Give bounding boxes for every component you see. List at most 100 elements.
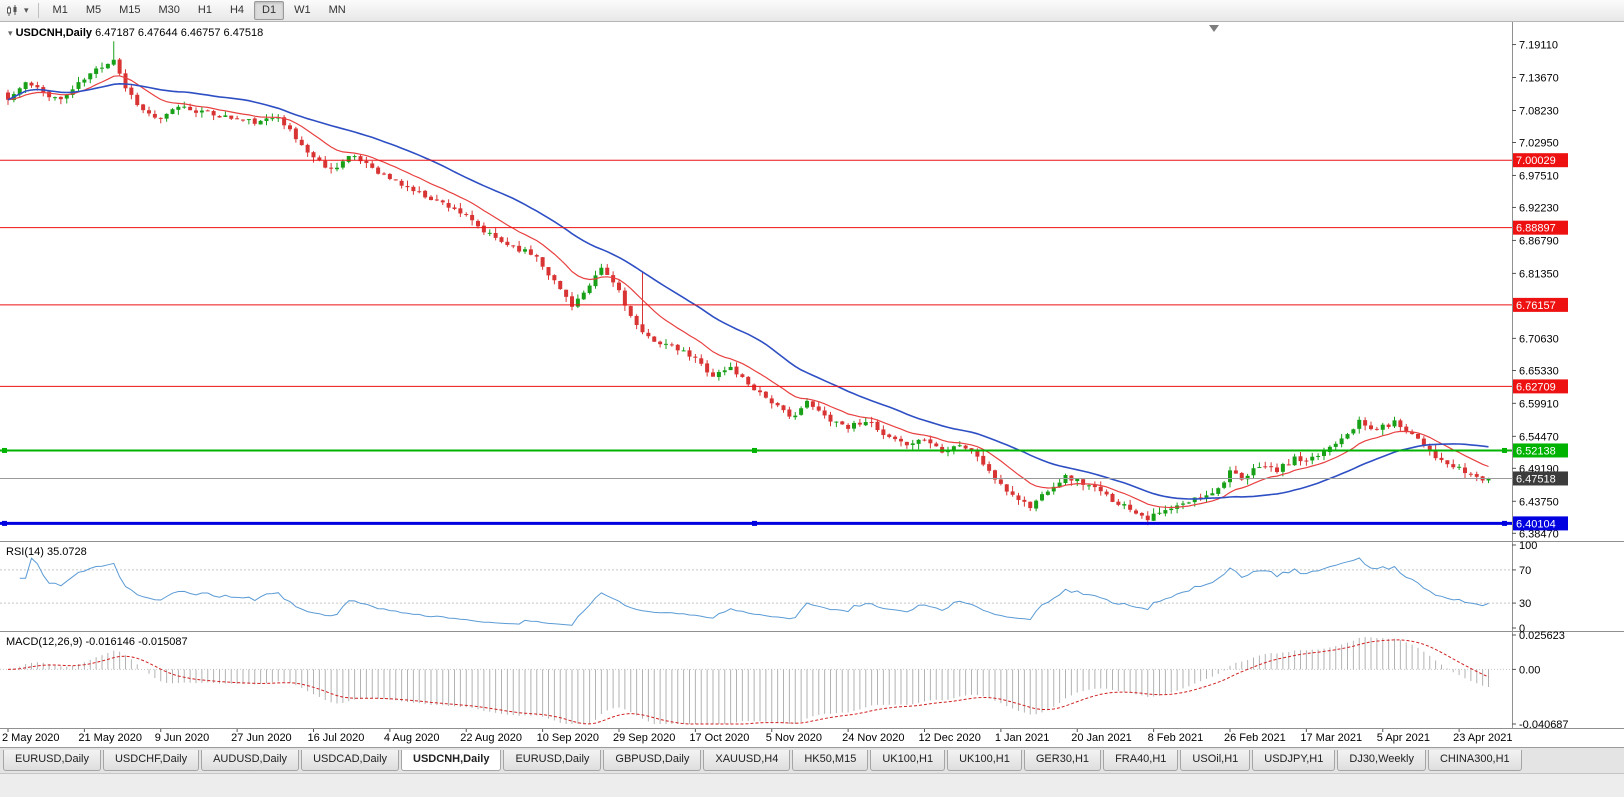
candle-body	[305, 144, 310, 153]
timeframe-button-m5[interactable]: M5	[85, 4, 102, 16]
tab-fra40-h1[interactable]: FRA40,H1	[1103, 750, 1179, 771]
candle-body	[94, 68, 99, 74]
candle-body	[1092, 485, 1097, 488]
hline-handle[interactable]	[1502, 520, 1507, 526]
hline-handle[interactable]	[752, 520, 757, 526]
tab-xauusd-h4[interactable]: XAUUSD,H4	[703, 750, 791, 771]
candle-body	[417, 191, 422, 193]
candle-body	[693, 356, 698, 358]
candle-body	[922, 439, 927, 441]
date-label: 5 Nov 2020	[766, 732, 822, 744]
candle-body	[164, 113, 169, 119]
rsi-axis-label: 100	[1519, 540, 1537, 552]
tab-usoil-h1[interactable]: USOil,H1	[1180, 750, 1251, 771]
timeframe-button-m30[interactable]: M30	[158, 4, 180, 16]
macd-signal-line	[7, 639, 1489, 725]
tab-ger30-h1[interactable]: GER30,H1	[1023, 750, 1102, 771]
candle-body	[1286, 464, 1291, 466]
candle-body	[558, 281, 563, 290]
timeframe-button-h4[interactable]: H4	[229, 4, 245, 16]
tab-dj30-weekly[interactable]: DJ30,Weekly	[1337, 750, 1426, 771]
candle-body	[1163, 510, 1168, 514]
candle-body	[17, 88, 22, 95]
candle-body	[893, 436, 898, 440]
candle-body	[1257, 467, 1262, 469]
candle-body	[1239, 472, 1244, 480]
timeframe-button-d1[interactable]: D1	[254, 1, 285, 20]
candle-body	[1322, 451, 1326, 456]
candle-body	[928, 439, 933, 444]
chart-shift-marker[interactable]	[1209, 25, 1219, 32]
candle-body	[423, 190, 428, 198]
tab-eurusd-daily[interactable]: EURUSD,Daily	[503, 750, 602, 771]
candle-body	[575, 298, 580, 307]
candle-body	[1416, 434, 1420, 439]
candle-body	[699, 358, 704, 364]
candle-body	[1463, 467, 1467, 474]
candle-body	[599, 267, 604, 275]
candle-body	[734, 366, 739, 375]
candle-body	[716, 372, 721, 378]
candle-body	[1169, 508, 1174, 511]
price-axis-label: 6.38470	[1519, 528, 1559, 540]
candle-body	[722, 370, 727, 373]
macd-axis-label: 0.00	[1519, 664, 1540, 676]
chart-canvas[interactable]: 7.19110 7.13670 7.08230 7.02950 6.97510 6.922…	[0, 22, 1624, 747]
date-label: 5 Apr 2021	[1377, 732, 1430, 744]
candle-body	[64, 94, 69, 99]
price-axis-label: 7.19110	[1519, 40, 1558, 52]
candle-body	[1151, 513, 1156, 521]
candle-body	[135, 94, 140, 106]
hline-badge-label: 6.76157	[1516, 300, 1556, 312]
hline-handle[interactable]	[2, 520, 7, 526]
candle-body	[1486, 478, 1491, 481]
hline-handle[interactable]	[2, 447, 7, 453]
candle-body	[534, 255, 539, 257]
candle-body	[828, 414, 833, 422]
candle-body	[1404, 426, 1409, 432]
tab-uk100-h1[interactable]: UK100,H1	[947, 750, 1022, 771]
candle-body	[881, 429, 886, 436]
tab-uk100-h1[interactable]: UK100,H1	[870, 750, 946, 771]
timeframe-button-m15[interactable]: M15	[119, 4, 141, 16]
hline-handle[interactable]	[1502, 447, 1507, 453]
candle-body	[1339, 438, 1344, 445]
tab-audusd-daily[interactable]: AUDUSD,Daily	[201, 750, 300, 771]
timeframe-button-mn[interactable]: MN	[328, 4, 346, 16]
tab-usdchf-daily[interactable]: USDCHF,Daily	[102, 750, 200, 771]
candle-body	[129, 87, 134, 95]
date-label: 24 Nov 2020	[842, 732, 904, 744]
candle-body	[540, 257, 545, 267]
candle-body	[805, 400, 809, 408]
tab-usdcnh-daily[interactable]: USDCNH,Daily	[401, 750, 502, 771]
candle-body	[1145, 515, 1150, 521]
timeframe-button-h1[interactable]: H1	[197, 4, 212, 16]
price-axis-label: 6.81350	[1519, 268, 1559, 280]
tab-gbpusd-daily[interactable]: GBPUSD,Daily	[603, 750, 702, 771]
hline-handle[interactable]	[752, 447, 757, 453]
time-axis[interactable]	[0, 729, 1512, 747]
candle-body	[1134, 510, 1138, 514]
tab-usdcad-daily[interactable]: USDCAD,Daily	[301, 750, 400, 771]
candle-body	[141, 104, 146, 111]
candle-body	[429, 196, 433, 201]
candle-body	[617, 282, 621, 291]
price-axis[interactable]	[1512, 22, 1624, 728]
candle-body	[810, 401, 815, 407]
chart-window: 7.19110 7.13670 7.08230 7.02950 6.97510 6.922…	[0, 22, 1624, 747]
timeframe-button-m1[interactable]: M1	[52, 4, 68, 16]
timeframe-button-w1[interactable]: W1	[294, 4, 311, 16]
candle-body	[1198, 497, 1203, 499]
tab-usdjpy-h1[interactable]: USDJPY,H1	[1252, 750, 1336, 771]
candle-body	[188, 106, 193, 111]
tab-eurusd-daily[interactable]: EURUSD,Daily	[3, 750, 101, 771]
date-label: 9 Jun 2020	[155, 732, 209, 744]
candle-body	[517, 245, 522, 252]
tab-china300-h1[interactable]: CHINA300,H1	[1427, 750, 1522, 771]
candle-body	[387, 174, 392, 179]
tab-hk50-m15[interactable]: HK50,M15	[792, 750, 869, 771]
chart-type-icon[interactable]	[4, 3, 24, 19]
chart-type-dropdown-icon[interactable]: ▾	[24, 5, 29, 15]
candle-body	[1104, 491, 1109, 495]
candle-body	[1051, 486, 1056, 492]
